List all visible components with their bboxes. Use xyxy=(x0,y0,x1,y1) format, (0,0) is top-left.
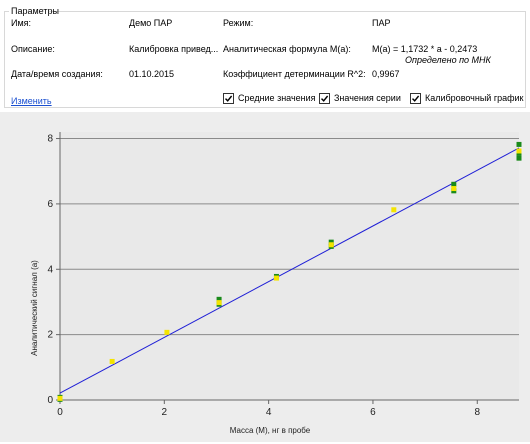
mean-point xyxy=(273,275,279,281)
series-point xyxy=(516,155,522,161)
mean-point xyxy=(57,395,63,401)
mean-point xyxy=(164,329,170,335)
mode-label: Режим: xyxy=(223,18,254,28)
mean-values-checkbox-label: Средние значения xyxy=(238,93,316,103)
group-border-left xyxy=(4,11,5,107)
x-tick-label: 6 xyxy=(370,407,376,418)
series-values-checkbox-label: Значения серии xyxy=(334,93,401,103)
x-tick-label: 8 xyxy=(474,407,480,418)
formula-value: M(a) = 1,1732 * a - 0,2473 xyxy=(372,44,478,54)
description-value: Калибровка привед... xyxy=(129,44,219,54)
y-tick-label: 0 xyxy=(47,395,53,406)
calibration-graph-checkbox[interactable]: Калибровочный график xyxy=(410,93,524,104)
group-border-top xyxy=(48,11,526,12)
calibration-chart: 0 2 4 6 8 0 2 4 6 8 Масса (M), нг в пробе Аналити… xyxy=(0,112,530,442)
mean-point xyxy=(109,358,115,364)
series-point xyxy=(328,239,334,245)
group-border-top-left xyxy=(4,11,9,12)
mode-value: ПАР xyxy=(372,18,391,28)
series-point xyxy=(451,181,457,187)
mean-point xyxy=(328,242,334,248)
x-axis-label: Масса (M), нг в пробе xyxy=(230,426,311,435)
group-border-bottom xyxy=(4,107,526,108)
date-value: 01.10.2015 xyxy=(129,69,175,79)
r2-label: Коэффициент детерминации R^2: xyxy=(223,69,366,79)
y-tick-label: 2 xyxy=(47,330,53,341)
x-tick-label: 4 xyxy=(266,407,272,418)
date-label: Дата/время создания: xyxy=(11,69,103,79)
formula-label: Аналитическая формула M(a): xyxy=(223,44,351,54)
y-axis-label: Аналитический сигнал (a) xyxy=(30,260,39,356)
series-values-checkbox[interactable]: Значения серии xyxy=(319,93,401,104)
check-icon xyxy=(410,93,421,104)
mean-values-checkbox[interactable]: Средние значения xyxy=(223,93,316,104)
check-icon xyxy=(223,93,234,104)
name-value: Демо ПАР xyxy=(129,18,173,28)
calibration-chart-svg: 0 2 4 6 8 0 2 4 6 8 Масса (M), нг в пробе Аналити… xyxy=(30,132,522,435)
mean-point xyxy=(451,186,457,192)
calibration-line xyxy=(59,147,520,394)
y-tick-label: 8 xyxy=(47,134,53,145)
series-point xyxy=(516,141,522,147)
x-tick-label: 2 xyxy=(162,407,168,418)
mean-point xyxy=(216,300,222,306)
description-label: Описание: xyxy=(11,44,55,54)
check-icon xyxy=(319,93,330,104)
y-tick-label: 4 xyxy=(47,264,53,275)
parameters-group-title: Параметры xyxy=(11,6,59,16)
plot-area xyxy=(60,132,519,400)
group-border-right xyxy=(525,11,526,107)
mean-point xyxy=(516,148,522,154)
r2-value: 0,9967 xyxy=(372,69,400,79)
y-tick-label: 6 xyxy=(47,199,53,210)
edit-link[interactable]: Изменить xyxy=(11,96,52,106)
formula-note: Определено по МНК xyxy=(405,55,491,65)
name-label: Имя: xyxy=(11,18,32,28)
calibration-graph-checkbox-label: Калибровочный график xyxy=(425,93,524,103)
parameters-panel: Параметры Имя: Демо ПАР Режим: ПАР Описа… xyxy=(0,0,530,110)
series-point xyxy=(216,296,222,302)
x-tick-label: 0 xyxy=(57,407,63,418)
mean-point xyxy=(391,207,397,213)
